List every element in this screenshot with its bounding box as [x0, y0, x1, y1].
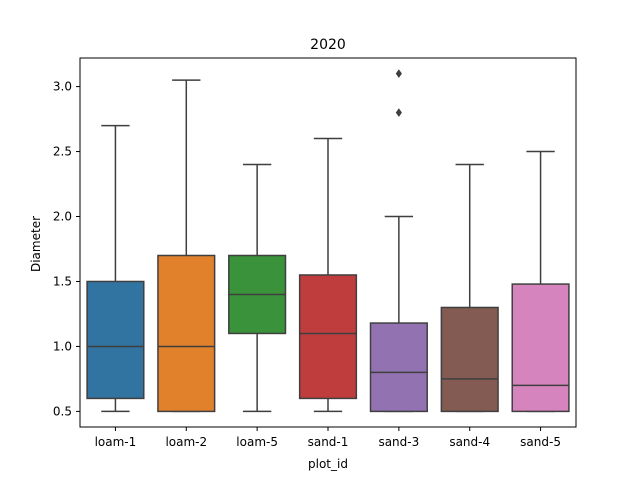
box-body	[86, 280, 145, 400]
box-body	[440, 306, 499, 413]
box-loam-2	[157, 79, 216, 413]
x-axis: loam-1 loam-2 loam-5 sand-1 sand-3 sand-4 sand…	[95, 427, 561, 449]
box-sand-4	[440, 163, 499, 413]
y-tick-label: 1.5	[53, 274, 72, 288]
box-body	[298, 274, 358, 400]
y-tick-label: 2.5	[53, 145, 72, 159]
x-tick-label: sand-5	[520, 435, 561, 449]
box-body	[511, 283, 570, 413]
y-tick-label: 0.5	[53, 404, 72, 418]
x-tick-label: loam-1	[95, 435, 137, 449]
box-body	[157, 254, 216, 413]
x-tick-label: sand-4	[449, 435, 490, 449]
box-sand-1	[298, 137, 358, 413]
box-sand-5	[511, 150, 570, 413]
box-body	[369, 322, 428, 413]
x-tick-label: loam-2	[165, 435, 207, 449]
x-tick-label: loam-5	[236, 435, 278, 449]
chart-title: 2020	[310, 37, 346, 53]
boxes-group	[86, 69, 570, 413]
y-axis: 0.5 1.0 1.5 2.0 2.5 3.0	[53, 80, 80, 418]
box-loam-1	[86, 124, 145, 413]
y-tick-label: 3.0	[53, 80, 72, 94]
x-tick-label: sand-3	[378, 435, 419, 449]
y-axis-label: Diameter	[29, 216, 43, 272]
box-loam-5	[228, 163, 287, 413]
outlier-point	[395, 108, 402, 118]
y-tick-label: 2.0	[53, 210, 72, 224]
x-tick-label: sand-1	[308, 435, 349, 449]
outlier-point	[395, 69, 402, 79]
box-sand-3	[369, 69, 428, 413]
x-axis-label: plot_id	[308, 457, 348, 471]
y-tick-label: 1.0	[53, 339, 72, 353]
